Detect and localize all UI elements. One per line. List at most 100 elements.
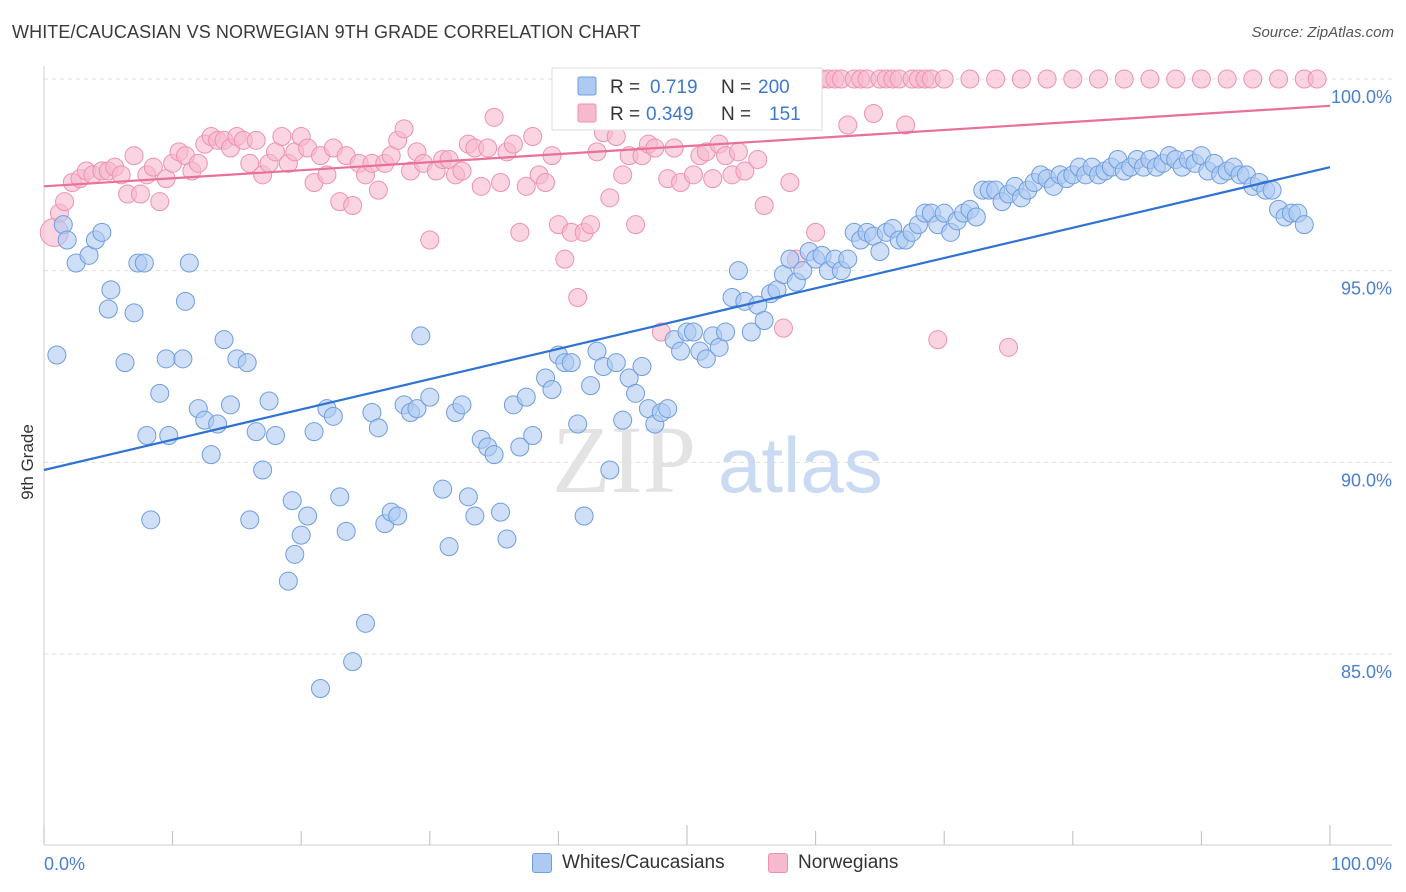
white-point-91 — [658, 399, 678, 419]
norwegian-point-147 — [1140, 69, 1160, 89]
norwegian-point-143 — [1037, 69, 1057, 89]
norwegian-point-127 — [863, 104, 883, 123]
white-point-38 — [298, 506, 318, 526]
y-tick-label-85: 85.0% — [1341, 662, 1392, 682]
norwegian-point-68 — [484, 107, 504, 127]
white-point-69 — [510, 437, 530, 457]
norwegian-point-46 — [343, 196, 363, 215]
white-point-54 — [407, 399, 427, 419]
norwegian-point-118 — [806, 222, 826, 242]
norwegian-point-12 — [124, 146, 144, 166]
legend-n-label-pink: N = — [721, 104, 751, 125]
white-point-19 — [175, 291, 195, 311]
white-point-70 — [516, 387, 536, 407]
white-point-73 — [542, 380, 562, 399]
white-point-18 — [173, 349, 193, 369]
legend-n-value-blue: 200 — [758, 77, 790, 98]
norwegian-point-76 — [536, 173, 556, 192]
white-point-110 — [780, 249, 800, 269]
white-point-97 — [696, 349, 716, 369]
norwegian-point-146 — [1114, 69, 1134, 89]
norwegian-point-139 — [960, 69, 980, 89]
white-point-71 — [523, 426, 543, 445]
bottom-legend-item-whites: Whites/Caucasians — [532, 852, 725, 874]
white-point-7 — [98, 299, 118, 319]
white-point-28 — [237, 353, 257, 373]
legend-r-label-pink: R = — [610, 104, 640, 125]
norwegian-point-138 — [934, 69, 954, 89]
norwegian-point-83 — [581, 215, 601, 235]
white-point-46 — [356, 613, 375, 633]
white-point-95 — [683, 322, 703, 342]
white-point-42 — [323, 406, 343, 426]
white-point-30 — [246, 422, 266, 442]
bottom-legend-item-norwegians: Norwegians — [768, 852, 898, 874]
norwegian-point-69 — [491, 173, 511, 192]
y-axis-title: 9th Grade — [18, 424, 37, 500]
white-point-25 — [214, 330, 234, 350]
white-point-39 — [304, 422, 324, 442]
norwegian-point-35 — [272, 127, 292, 146]
white-point-29 — [240, 510, 260, 530]
norwegian-point-151 — [1243, 69, 1263, 89]
white-point-57 — [433, 479, 453, 499]
white-point-119 — [838, 249, 858, 269]
white-point-61 — [458, 487, 478, 507]
norwegian-point-10 — [111, 165, 131, 185]
white-point-78 — [574, 506, 594, 526]
norwegian-point-150 — [1217, 69, 1237, 89]
norwegian-point-141 — [999, 337, 1018, 357]
white-point-139 — [966, 207, 986, 227]
white-point-37 — [291, 525, 311, 545]
white-point-16 — [156, 349, 176, 369]
grid — [44, 78, 1392, 655]
legend-n-label-blue: N = — [721, 77, 751, 98]
norwegian-point-113 — [773, 318, 793, 338]
bottom-legend-swatch-pink — [768, 853, 788, 873]
norwegian-point-22 — [188, 153, 208, 173]
norwegian-point-142 — [1011, 69, 1031, 89]
y-tick-label-90: 90.0% — [1341, 470, 1392, 490]
series-whites-caucasians — [47, 146, 1314, 698]
white-point-36 — [285, 544, 305, 564]
norwegian-point-123 — [838, 115, 858, 135]
white-point-112 — [793, 261, 813, 281]
white-point-0 — [47, 345, 67, 365]
white-point-48 — [368, 418, 388, 438]
white-point-6 — [92, 222, 112, 242]
white-point-62 — [465, 506, 485, 526]
norwegian-point-88 — [613, 165, 633, 185]
white-point-100 — [716, 322, 736, 342]
norwegian-point-145 — [1089, 69, 1109, 89]
legend-swatch-blue — [577, 76, 597, 96]
bottom-legend-swatch-blue — [532, 853, 552, 873]
white-point-102 — [728, 261, 748, 281]
norwegian-trend-line — [43, 104, 1331, 188]
white-point-83 — [606, 353, 626, 373]
norwegian-point-30 — [240, 153, 260, 173]
norwegian-point-140 — [986, 69, 1006, 89]
x-tick-label-min: 0.0% — [44, 854, 85, 874]
white-point-67 — [497, 529, 517, 549]
white-point-26 — [220, 395, 240, 415]
white-point-34 — [278, 571, 298, 591]
legend-swatch-pink — [577, 103, 597, 123]
white-point-44 — [336, 521, 356, 541]
norwegian-point-86 — [600, 188, 620, 208]
white-point-86 — [626, 383, 646, 403]
trend-lines — [43, 104, 1331, 472]
white-point-124 — [870, 242, 890, 261]
white-point-190 — [1294, 215, 1314, 235]
white-point-65 — [484, 445, 504, 465]
white-point-66 — [491, 502, 511, 522]
white-point-45 — [343, 652, 363, 672]
norwegian-point-63 — [452, 161, 472, 181]
white-point-87 — [632, 357, 652, 376]
norwegian-point-81 — [568, 288, 588, 307]
white-point-55 — [411, 326, 431, 346]
white-point-104 — [741, 322, 761, 342]
norwegian-point-13 — [130, 184, 150, 204]
white-point-76 — [561, 353, 581, 373]
norwegian-point-99 — [683, 165, 703, 185]
norwegian-point-67 — [478, 138, 498, 158]
